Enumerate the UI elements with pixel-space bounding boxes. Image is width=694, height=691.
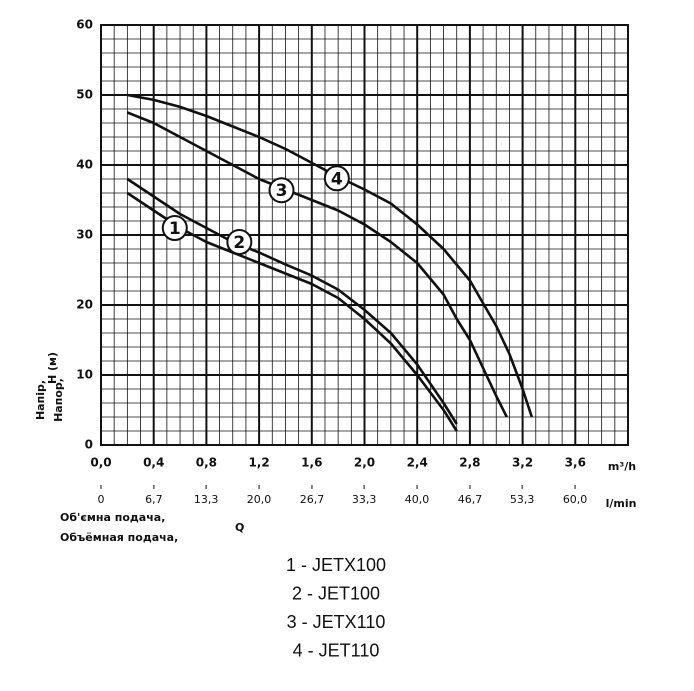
x2-tick-label: 20,0 (247, 493, 272, 506)
curve (126, 177, 458, 425)
curve-marker-label: 2 (233, 233, 245, 253)
x-tick-label: 1,6 (301, 456, 322, 470)
x2-tick-label: 40,0 (405, 493, 430, 506)
curve-marker (226, 229, 253, 255)
x2-tick-label: 33,3 (352, 493, 377, 506)
y-tick-label: 20 (76, 298, 93, 312)
legend-label: 1 - JETX100 (286, 555, 386, 575)
x2-tick-label: 60,0 (563, 493, 588, 506)
curve-marker-label: 4 (331, 169, 343, 189)
y-tick-label: 60 (76, 18, 93, 32)
x2-tick-label: 46,7 (458, 493, 483, 506)
plot-frame (100, 24, 629, 446)
curve-marker (323, 165, 350, 192)
x-tick-label: 1,2 (248, 456, 269, 470)
x-tick-label: 2,0 (354, 456, 375, 470)
x-axis-label: m³/h (608, 460, 636, 473)
y-axis-title: Напор, (52, 378, 65, 422)
x-axis-title: Q (235, 521, 244, 534)
x2-axis-label: l/min (606, 497, 637, 510)
curve (126, 111, 508, 418)
curve-marker (268, 177, 295, 204)
x-tick-label: 2,8 (459, 456, 480, 470)
y-tick-label: 30 (76, 228, 93, 242)
curve (127, 93, 534, 418)
legend-label: 2 - JET100 (292, 583, 380, 603)
y-tick-label: 0 (85, 438, 93, 452)
x-tick-label: 3,2 (512, 456, 533, 470)
x-axis-title: Об'ємна подача, (60, 511, 165, 524)
y-axis-title: H (м) (46, 352, 59, 384)
y-tick-label: 10 (76, 368, 93, 382)
x2-tick-label: 53,3 (510, 493, 535, 506)
curve-marker-label: 3 (276, 181, 288, 201)
y-axis-title: Напір, (34, 380, 47, 420)
curve-marker (161, 215, 188, 241)
curve-marker-label: 1 (169, 219, 181, 239)
x-tick-label: 2,4 (407, 456, 428, 470)
y-tick-label: 40 (76, 158, 93, 172)
x-axis-title: Объёмная подача, (60, 531, 178, 544)
x-tick-label: 3,6 (565, 456, 586, 470)
x2-tick-label: 13,3 (194, 493, 219, 506)
x-tick-label: 0,4 (143, 456, 164, 470)
x-tick-label: 0,0 (90, 456, 111, 470)
x2-tick-label: 0 (98, 493, 105, 506)
x2-tick-label: 6,7 (145, 493, 163, 506)
y-tick-label: 50 (76, 88, 93, 102)
x2-tick-label: 26,7 (300, 493, 325, 506)
legend-label: 4 - JET110 (293, 640, 380, 660)
x-tick-label: 0,8 (196, 456, 217, 470)
legend-label: 3 - JETX110 (287, 612, 386, 632)
